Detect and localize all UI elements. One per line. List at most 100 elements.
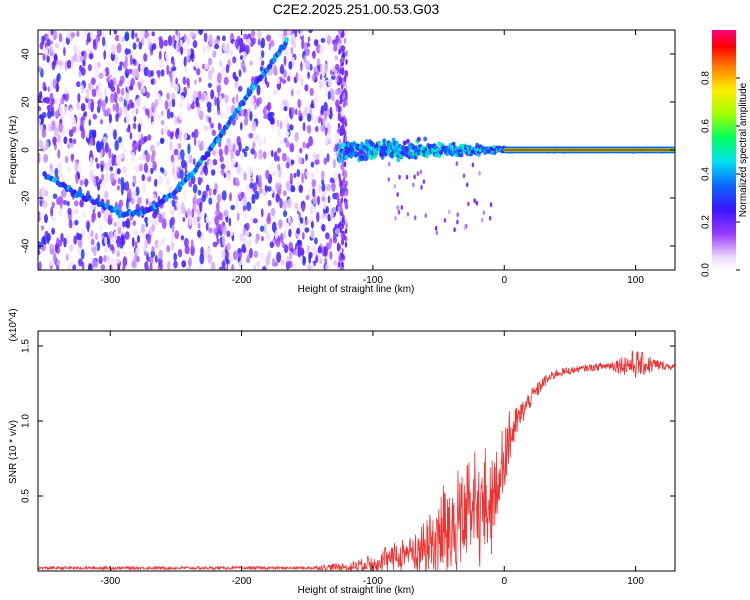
noise-blob xyxy=(170,216,175,226)
noise-blob xyxy=(241,243,246,253)
noise-region xyxy=(38,30,349,270)
noise-blob xyxy=(97,82,102,88)
noise-blob xyxy=(87,64,92,72)
noise-blob xyxy=(123,147,127,153)
noise-blob xyxy=(127,188,132,199)
noise-blob xyxy=(39,42,44,50)
noise-blob xyxy=(60,97,65,105)
noise-blob xyxy=(155,92,160,99)
noise-blob xyxy=(124,231,130,240)
noise-blob xyxy=(344,190,348,197)
noise-blob xyxy=(335,88,341,96)
band-sample xyxy=(377,140,382,146)
noise-blob xyxy=(123,105,128,116)
noise-blob xyxy=(310,262,315,270)
noise-blob xyxy=(183,46,186,53)
noise-blob xyxy=(284,244,289,254)
noise-blob xyxy=(327,126,331,136)
noise-blob xyxy=(301,231,305,240)
noise-blob xyxy=(282,79,287,84)
noise-blob xyxy=(57,149,61,159)
noise-blob xyxy=(198,110,204,121)
noise-blob xyxy=(339,220,342,227)
noise-blob xyxy=(329,106,333,115)
noise-blob xyxy=(151,102,156,112)
noise-blob xyxy=(260,225,265,232)
noise-blob xyxy=(42,53,46,61)
noise-blob xyxy=(312,50,316,60)
noise-blob xyxy=(183,56,187,67)
noise-blob xyxy=(340,117,344,124)
noise-blob xyxy=(240,191,245,199)
noise-blob xyxy=(76,246,81,256)
band-sample xyxy=(396,192,399,197)
noise-blob xyxy=(235,149,241,157)
noise-blob xyxy=(245,222,250,231)
noise-blob xyxy=(163,171,168,177)
noise-blob xyxy=(259,187,263,194)
noise-blob xyxy=(134,163,140,173)
noise-blob xyxy=(238,69,242,77)
noise-blob xyxy=(319,63,323,75)
noise-blob xyxy=(332,39,336,45)
noise-blob xyxy=(91,212,96,222)
noise-blob xyxy=(51,227,55,235)
noise-blob xyxy=(192,183,198,194)
noise-blob xyxy=(154,255,158,263)
noise-blob xyxy=(237,252,243,259)
noise-blob xyxy=(341,210,344,217)
noise-blob xyxy=(169,208,173,215)
noise-blob xyxy=(268,42,272,51)
noise-blob xyxy=(89,137,94,146)
noise-blob xyxy=(184,132,188,140)
noise-blob xyxy=(239,233,244,242)
x-tick-label: -100 xyxy=(363,576,383,587)
band-sample xyxy=(422,179,426,185)
noise-blob xyxy=(305,194,310,201)
band-sample xyxy=(353,150,358,157)
noise-blob xyxy=(272,257,276,268)
band-sample xyxy=(456,219,459,225)
noise-blob xyxy=(100,119,103,125)
noise-blob xyxy=(312,187,316,198)
noise-blob xyxy=(227,104,231,114)
noise-blob xyxy=(305,153,308,161)
noise-blob xyxy=(344,70,347,77)
noise-blob xyxy=(98,97,102,109)
noise-blob xyxy=(309,63,313,71)
noise-blob xyxy=(240,169,244,176)
noise-blob xyxy=(90,77,96,85)
noise-blob xyxy=(242,205,247,212)
noise-blob xyxy=(299,247,305,257)
noise-blob xyxy=(302,141,306,149)
noise-blob xyxy=(213,227,217,235)
noise-blob xyxy=(197,176,202,186)
band-sample xyxy=(364,139,369,145)
noise-blob xyxy=(76,55,82,63)
noise-blob xyxy=(279,198,283,209)
noise-blob xyxy=(90,238,95,246)
noise-blob xyxy=(243,151,248,158)
noise-blob xyxy=(64,156,69,164)
noise-blob xyxy=(110,92,115,104)
noise-blob xyxy=(271,187,275,194)
noise-blob xyxy=(321,224,326,232)
trace-point xyxy=(237,105,242,112)
noise-blob xyxy=(220,223,223,232)
noise-blob xyxy=(86,132,90,139)
noise-blob xyxy=(149,255,154,265)
band-sample xyxy=(489,215,492,221)
noise-blob xyxy=(78,258,83,267)
noise-blob xyxy=(92,257,97,269)
noise-blob xyxy=(76,81,81,88)
noise-blob xyxy=(159,59,163,69)
noise-blob xyxy=(44,213,48,224)
noise-blob xyxy=(174,84,180,93)
noise-blob xyxy=(258,149,263,160)
band-sample xyxy=(405,138,410,144)
noise-blob xyxy=(345,50,348,57)
noise-blob xyxy=(240,54,243,61)
noise-blob xyxy=(38,211,41,222)
noise-blob xyxy=(145,198,149,206)
noise-blob xyxy=(250,30,256,37)
